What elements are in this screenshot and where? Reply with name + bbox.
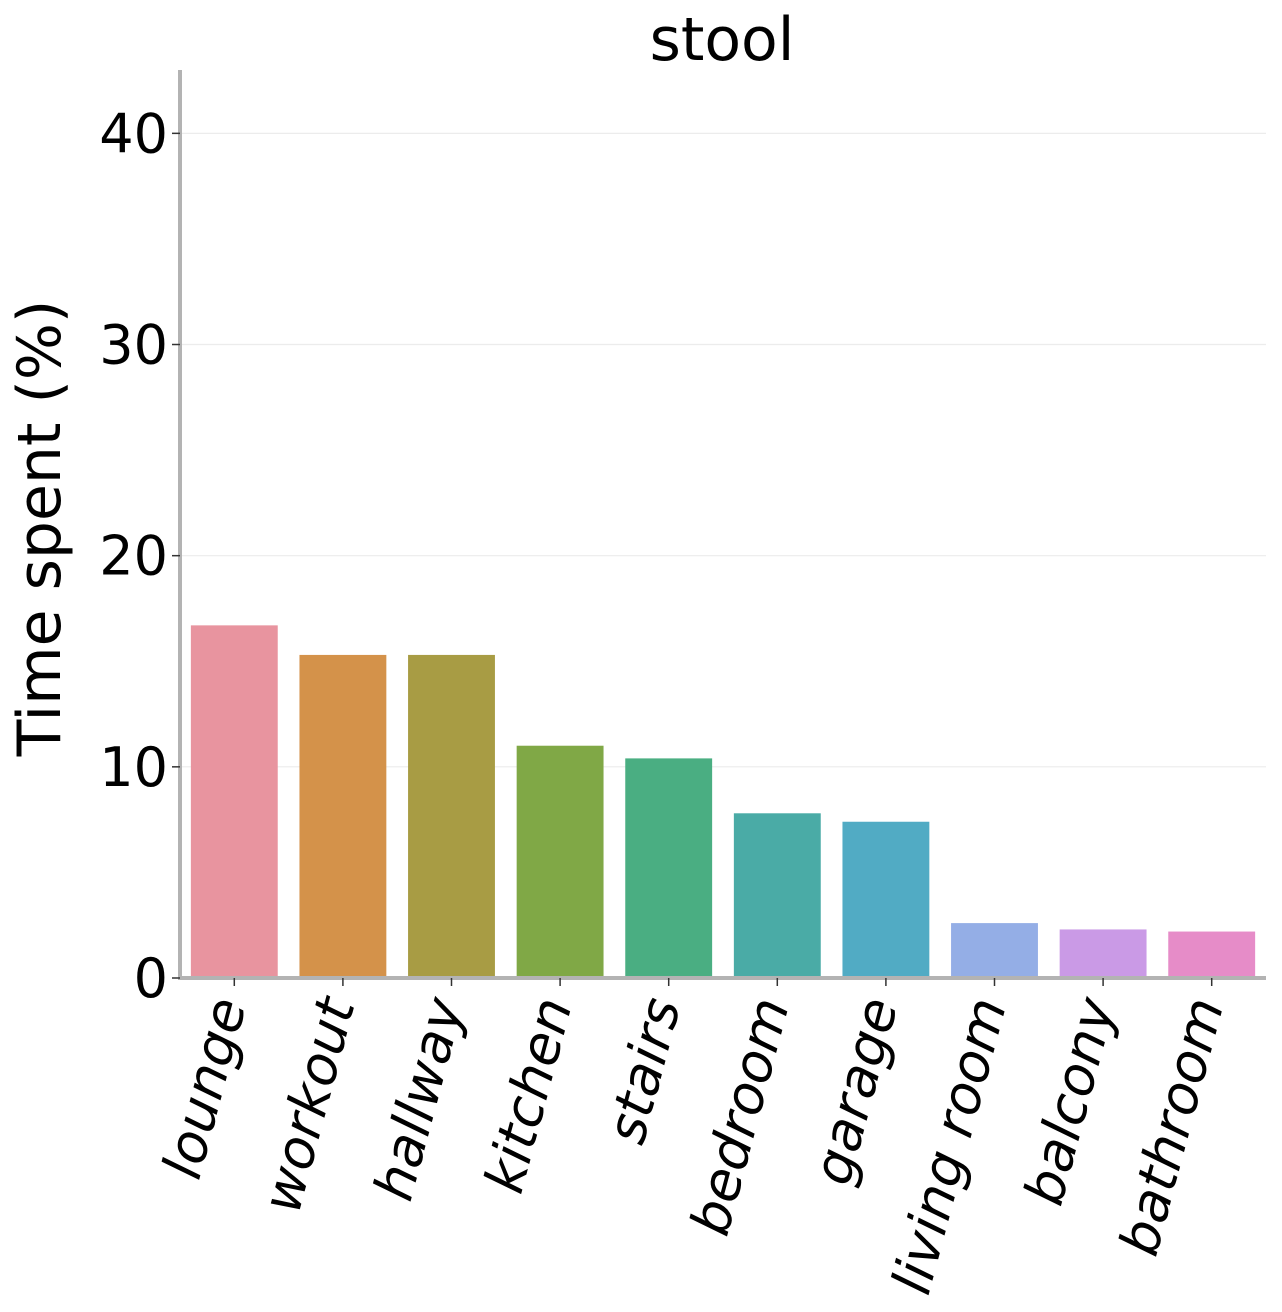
x-tick-label: lounge xyxy=(150,991,258,1185)
bar-balcony xyxy=(1059,929,1147,978)
x-tick-label: balcony xyxy=(1012,990,1128,1211)
y-tick-label: 30 xyxy=(99,314,168,377)
y-ticks: 0 10 20 30 40 xyxy=(99,102,180,1010)
bar-lounge xyxy=(190,625,278,978)
x-tick-label: garage xyxy=(800,991,910,1191)
x-tick-label: hallway xyxy=(362,990,477,1207)
x-tick-label: bedroom xyxy=(678,991,802,1242)
y-tick-label: 40 xyxy=(99,102,168,165)
bar-bathroom xyxy=(1168,931,1256,978)
gridlines xyxy=(180,132,1266,768)
bar-kitchen xyxy=(516,745,604,978)
bar-garage xyxy=(842,821,930,978)
y-axis-label: Time spent (%) xyxy=(5,300,75,758)
x-tick-label: stairs xyxy=(594,991,693,1150)
x-tick-label: kitchen xyxy=(472,991,584,1199)
axes xyxy=(178,70,1266,980)
y-tick-label: 20 xyxy=(99,525,168,588)
x-tick-label: bathroom xyxy=(1107,991,1236,1262)
bar-bedroom xyxy=(733,813,821,978)
y-tick-label: 0 xyxy=(134,947,168,1010)
bar-living-room xyxy=(951,923,1038,978)
bar-stairs xyxy=(625,758,713,978)
bars xyxy=(190,625,1256,978)
chart-title: stool xyxy=(650,5,795,75)
x-tick-label: workout xyxy=(250,989,368,1219)
bar-hallway xyxy=(408,654,495,978)
bar-workout xyxy=(299,654,387,978)
y-tick-label: 10 xyxy=(99,736,168,799)
